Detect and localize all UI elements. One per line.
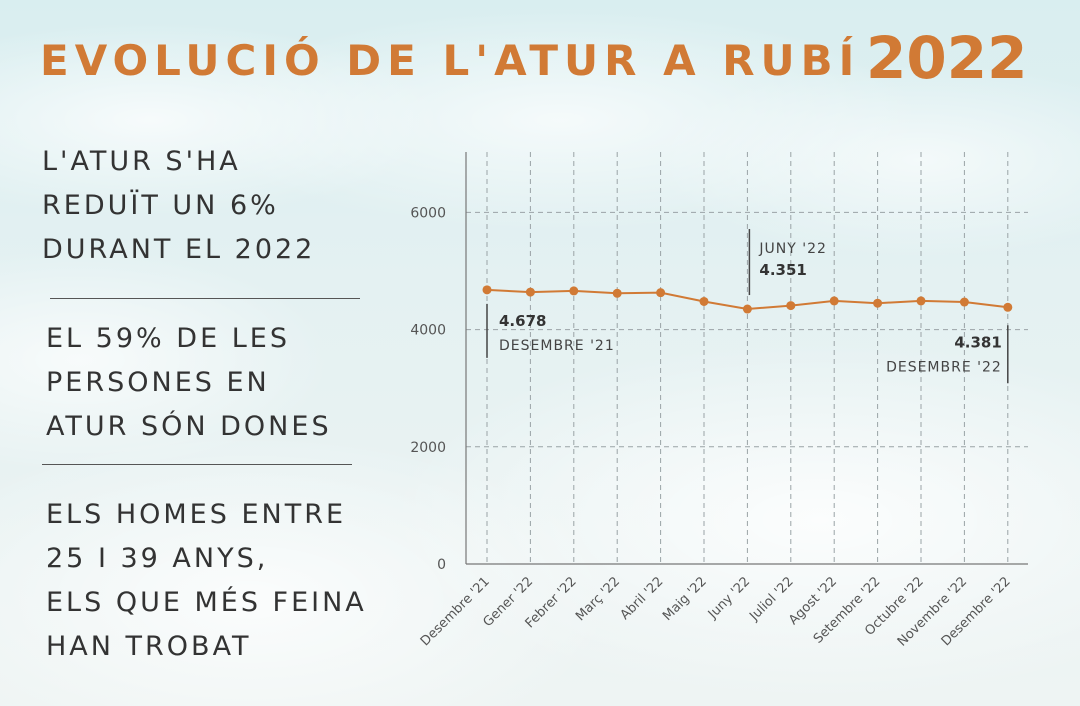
annotation-label: DESEMBRE '22 (886, 359, 1002, 375)
stat-men: ELS HOMES ENTRE 25 I 39 ANYS, ELS QUE MÉ… (46, 493, 367, 669)
annotation-value: 4.678 (499, 312, 546, 330)
stat-line: EL 59% DE LES (46, 323, 290, 354)
y-tick-label: 2000 (410, 440, 446, 456)
stat-reduction: L'ATUR S'HA REDUÏT UN 6% DURANT EL 2022 (42, 140, 315, 272)
data-point (569, 286, 579, 296)
y-tick-label: 0 (437, 557, 446, 573)
annotation-label: JUNY '22 (758, 241, 827, 257)
data-point (959, 297, 969, 307)
x-tick-label: Juny '22 (705, 574, 753, 622)
x-tick-label: Març '22 (573, 574, 623, 624)
stat-line: PERSONES EN (46, 367, 270, 398)
y-tick-label: 6000 (410, 205, 446, 221)
stat-line: ELS HOMES ENTRE (46, 499, 347, 530)
data-point (873, 298, 883, 308)
data-point (742, 304, 752, 314)
data-point (829, 296, 839, 306)
divider (42, 464, 352, 465)
page-year: 2022 (866, 24, 1028, 92)
data-point (525, 287, 535, 297)
data-point (699, 296, 709, 306)
annotation-label: DESEMBRE '21 (499, 338, 615, 354)
stat-line: REDUÏT UN 6% (42, 190, 279, 221)
x-tick-label: Desembre '21 (418, 574, 493, 649)
stat-women: EL 59% DE LES PERSONES EN ATUR SÓN DONES (46, 317, 332, 449)
stat-line: ELS QUE MÉS FEINA (46, 587, 367, 618)
stat-line: L'ATUR S'HA (42, 146, 241, 177)
data-point (916, 296, 926, 306)
data-point (1003, 302, 1013, 312)
data-point (482, 285, 492, 295)
data-point (786, 301, 796, 311)
data-point (656, 288, 666, 298)
page-title: EVOLUCIÓ DE L'ATUR A RUBÍ (40, 36, 861, 85)
data-point (612, 288, 622, 298)
stat-line: 25 I 39 ANYS, (46, 543, 269, 574)
annotation-value: 4.351 (759, 261, 806, 279)
divider (50, 298, 360, 299)
stat-line: DURANT EL 2022 (42, 234, 316, 265)
annotation-value: 4.381 (954, 333, 1001, 351)
x-tick-label: Maig '22 (660, 574, 710, 624)
x-tick-label: Abril '22 (618, 574, 667, 623)
stat-line: ATUR SÓN DONES (46, 411, 332, 442)
y-tick-label: 4000 (410, 323, 446, 339)
stat-line: HAN TROBAT (46, 631, 252, 662)
